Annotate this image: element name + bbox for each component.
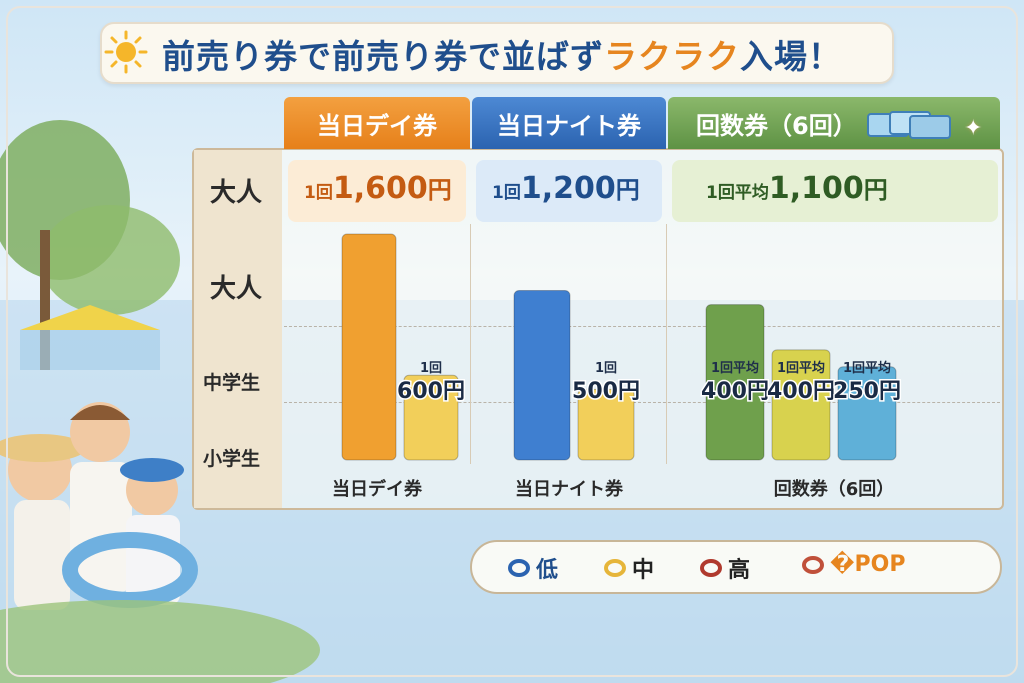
bar	[341, 233, 397, 461]
row-label-middle-school: 中学生	[203, 372, 261, 394]
adult-price-night: 1回1,200円	[492, 170, 640, 206]
header-night-ticket: 当日ナイト券	[472, 97, 666, 149]
price-cell-day	[288, 160, 466, 222]
bar	[837, 366, 897, 461]
footer-label-day: 当日デイ券	[332, 479, 422, 500]
sun-icon	[104, 30, 148, 74]
row-label-elementary: 小学生	[203, 448, 261, 470]
legend-label: �POP	[830, 552, 906, 577]
grid-line-upper	[284, 326, 1000, 327]
grid-line-lower	[284, 402, 1000, 403]
row-label-column	[194, 150, 282, 508]
legend-ring-icon	[802, 555, 824, 574]
header-day-ticket: 当日デイ券	[284, 97, 470, 149]
title-accent: ラクラク	[604, 37, 740, 76]
adult-price-count: 1回平均1,100円	[706, 170, 888, 206]
bar	[577, 388, 635, 461]
sparkle-icon: ✦	[964, 116, 983, 141]
ticket-icon	[867, 111, 951, 139]
price-prefix: 1回	[492, 183, 521, 203]
legend-ring-icon	[604, 559, 626, 577]
title-box	[100, 22, 894, 84]
price-value: 1,100	[768, 171, 864, 206]
title-main: 前売り券で前売り券で並ばず	[162, 37, 604, 76]
bar	[513, 290, 571, 461]
legend	[470, 540, 1002, 594]
row-label-adult: 大人	[210, 274, 263, 304]
price-prefix: 1回平均	[706, 183, 769, 203]
price-prefix: 1回	[304, 183, 333, 203]
bar-label-value: 500円	[572, 379, 640, 404]
bar-label-top: 1回平均	[843, 360, 891, 376]
price-cell-count	[672, 160, 998, 222]
legend-item-mid: 中	[604, 552, 654, 584]
legend-item-pop: �POP	[802, 552, 905, 577]
footer-label-night: 当日ナイト券	[515, 479, 623, 500]
row-label-adult-top: 大人	[210, 178, 263, 208]
legend-ring-icon	[508, 559, 530, 577]
bar	[403, 374, 459, 461]
legend-ring-icon	[700, 559, 722, 577]
page-title: 前売り券で前売り券で並ばずラクラク入場！	[162, 30, 842, 78]
footer-label-count: 回数券（6回）	[773, 479, 895, 500]
column-divider	[470, 224, 471, 464]
bar	[771, 349, 831, 461]
column-divider	[666, 224, 667, 464]
price-unit: 円	[427, 176, 452, 204]
bar-label-value: 400円	[701, 379, 769, 404]
bar-label-value: 400円	[767, 379, 835, 404]
bar-label-value: 600円	[397, 379, 465, 404]
bar-label-top: 1回	[420, 361, 442, 376]
legend-label: 高	[728, 558, 751, 583]
bar-label-top: 1回	[595, 361, 617, 376]
legend-item-high: 高	[700, 552, 750, 584]
legend-label: 中	[632, 558, 655, 583]
bar-label-top: 1回平均	[777, 360, 825, 376]
page-frame	[6, 6, 1018, 677]
adult-price-day: 1回1,600円	[304, 170, 452, 206]
price-value: 1,600	[332, 171, 428, 206]
price-unit: 円	[863, 176, 888, 204]
legend-label: 低	[536, 558, 559, 583]
price-value: 1,200	[520, 171, 616, 206]
legend-item-low: 低	[508, 552, 558, 584]
bar-label-top: 1回平均	[711, 360, 759, 376]
title-tail: 入場！	[740, 37, 842, 76]
price-unit: 円	[615, 176, 640, 204]
price-cell-night	[476, 160, 662, 222]
bar	[705, 304, 765, 461]
bar-label-value: 250円	[833, 379, 901, 404]
